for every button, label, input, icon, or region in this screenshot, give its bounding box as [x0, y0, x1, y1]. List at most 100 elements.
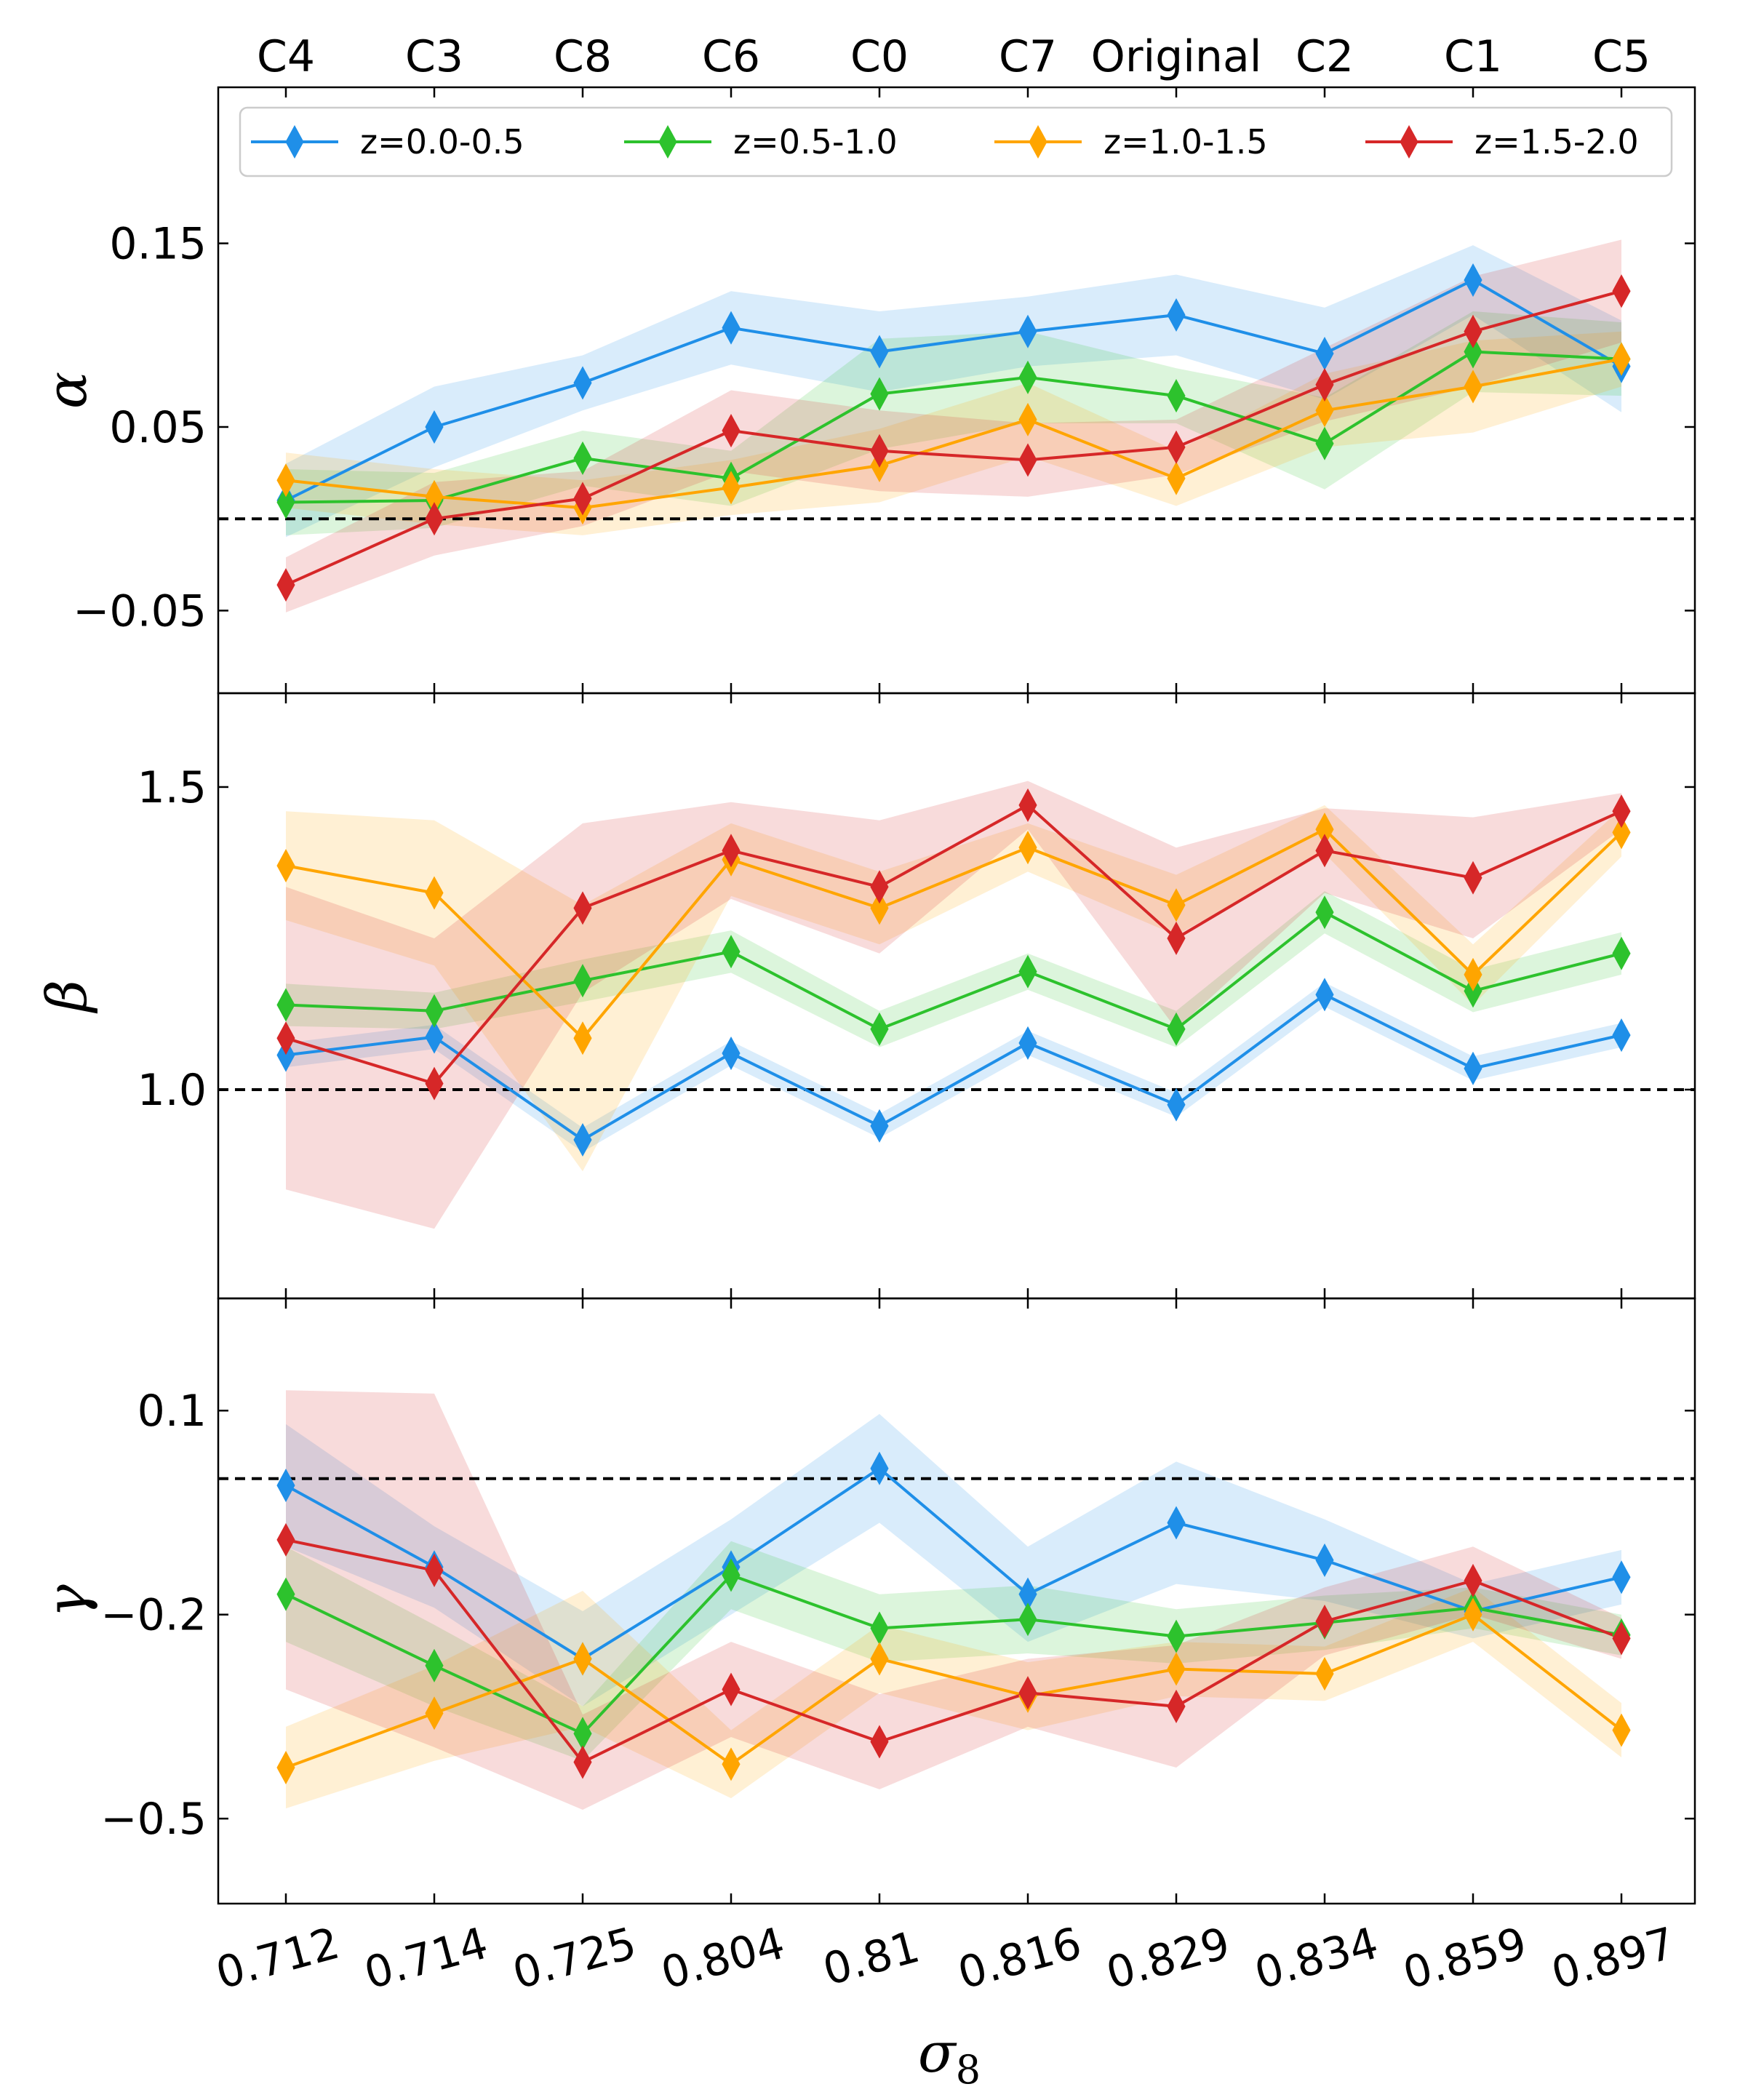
- data-point-1-4-9: [1464, 314, 1482, 348]
- data-point-3-4-5: [870, 1725, 889, 1759]
- data-point-2-3-5: [870, 891, 889, 925]
- error-band-1-2: [286, 311, 1621, 535]
- data-point-3-2-6: [1018, 1602, 1037, 1637]
- data-point-1-4-6: [1018, 443, 1037, 477]
- data-point-2-2-5: [870, 1012, 889, 1046]
- legend-marker-4: [1400, 124, 1418, 159]
- data-point-3-3-4: [722, 1747, 741, 1781]
- data-point-2-1-9: [1464, 1051, 1482, 1085]
- series-line-3-4: [285, 1538, 1622, 1764]
- y-axis-label-3: γ: [34, 1584, 99, 1618]
- legend-label-1: z=0.0-0.5: [360, 122, 524, 161]
- data-point-3-4-1: [276, 1522, 295, 1557]
- error-band-3-4: [286, 1390, 1621, 1810]
- axis-ticks: [218, 87, 1695, 1904]
- series-line-2-4: [285, 803, 1622, 1085]
- data-point-3-2-4: [722, 1558, 741, 1592]
- data-point-1-2-9: [1464, 335, 1482, 369]
- legend-marker-3: [1029, 124, 1047, 159]
- data-point-1-1-5: [870, 335, 889, 369]
- y-tick-label-2-1: 1.5: [137, 762, 207, 813]
- top-tick-label-7: Original: [1091, 31, 1262, 82]
- data-point-3-3-8: [1315, 1656, 1334, 1691]
- data-point-2-4-8: [1315, 834, 1334, 868]
- legend-label-2: z=0.5-1.0: [733, 122, 898, 161]
- data-point-1-3-4: [722, 471, 741, 505]
- data-point-3-3-2: [425, 1696, 444, 1730]
- top-tick-label-5: C0: [850, 31, 909, 82]
- data-point-2-2-8: [1315, 895, 1334, 930]
- panel-frames: [217, 86, 1696, 1905]
- data-point-1-3-8: [1315, 394, 1334, 428]
- data-point-3-1-10: [1612, 1560, 1631, 1594]
- top-tick-label-10: C5: [1592, 31, 1651, 82]
- data-point-1-2-8: [1315, 426, 1334, 460]
- legend-label-3: z=1.0-1.5: [1104, 122, 1268, 161]
- top-tick-label-3: C8: [554, 31, 612, 82]
- x-axis-label-subscript: 8: [956, 2047, 981, 2092]
- data-point-2-1-4: [722, 1036, 741, 1071]
- data-point-1-4-8: [1315, 367, 1334, 402]
- data-point-1-4-5: [870, 434, 889, 468]
- y-tick-label-2-2: 1.0: [137, 1065, 207, 1116]
- data-point-2-1-3: [573, 1122, 592, 1157]
- data-point-2-2-10: [1612, 936, 1631, 970]
- data-point-1-2-1: [276, 485, 295, 519]
- data-point-2-2-2: [425, 994, 444, 1028]
- data-point-2-4-4: [722, 834, 741, 868]
- data-point-2-3-2: [425, 876, 444, 910]
- series-markers: [276, 263, 1631, 1785]
- legend: z=0.0-0.5 z=0.5-1.0 z=1.0-1.5 z=1.5-2.0: [239, 106, 1673, 177]
- data-point-1-4-1: [276, 568, 295, 602]
- data-point-2-1-10: [1612, 1018, 1631, 1053]
- data-point-2-1-2: [425, 1020, 444, 1054]
- data-point-3-4-7: [1167, 1689, 1186, 1723]
- series-lines: [285, 279, 1623, 1769]
- data-point-2-2-3: [573, 964, 592, 998]
- legend-label-4: z=1.5-2.0: [1474, 122, 1639, 161]
- y-axis-label-2: β: [34, 980, 99, 1014]
- data-point-3-2-2: [425, 1648, 444, 1682]
- series-line-1-3: [285, 357, 1622, 510]
- data-point-3-4-6: [1018, 1676, 1037, 1710]
- data-point-1-1-4: [722, 311, 741, 345]
- data-point-3-4-4: [722, 1672, 741, 1706]
- data-point-1-4-10: [1612, 274, 1631, 308]
- data-point-3-1-5: [870, 1451, 889, 1485]
- data-point-3-2-1: [276, 1577, 295, 1611]
- y-tick-label-1-2: 0.05: [109, 402, 207, 453]
- data-point-2-2-4: [722, 935, 741, 969]
- top-tick-label-9: C1: [1444, 31, 1502, 82]
- top-tick-label-6: C7: [999, 31, 1057, 82]
- y-tick-label-3-3: −0.5: [100, 1794, 207, 1845]
- data-point-3-3-3: [573, 1642, 592, 1676]
- error-band-1-3: [286, 331, 1621, 535]
- data-point-1-2-6: [1018, 360, 1037, 394]
- y-tick-label-1-1: 0.15: [109, 219, 207, 270]
- data-point-3-4-10: [1612, 1621, 1631, 1656]
- series-line-2-1: [285, 993, 1622, 1141]
- top-tick-label-4: C6: [702, 31, 760, 82]
- data-point-3-3-5: [870, 1642, 889, 1676]
- series-line-3-3: [285, 1613, 1623, 1769]
- top-tick-label-2: C3: [405, 31, 463, 82]
- data-point-2-1-5: [870, 1109, 889, 1143]
- data-point-3-4-8: [1315, 1604, 1334, 1639]
- data-point-2-3-10: [1612, 815, 1631, 850]
- data-point-2-3-3: [573, 1021, 592, 1055]
- reference-lines: [218, 517, 1695, 1480]
- error-band-2-3: [286, 805, 1621, 1172]
- y-tick-label-3-1: 0.1: [137, 1386, 207, 1437]
- data-point-2-4-2: [425, 1066, 444, 1101]
- data-point-1-1-6: [1018, 314, 1037, 348]
- data-point-2-3-9: [1464, 957, 1482, 991]
- data-point-1-2-3: [573, 441, 592, 475]
- error-band-3-2: [286, 1541, 1621, 1761]
- data-point-2-1-8: [1315, 978, 1334, 1012]
- series-line-3-1: [285, 1466, 1622, 1661]
- data-point-1-1-9: [1464, 263, 1482, 298]
- data-point-2-4-7: [1167, 921, 1186, 956]
- legend-marker-2: [658, 124, 677, 159]
